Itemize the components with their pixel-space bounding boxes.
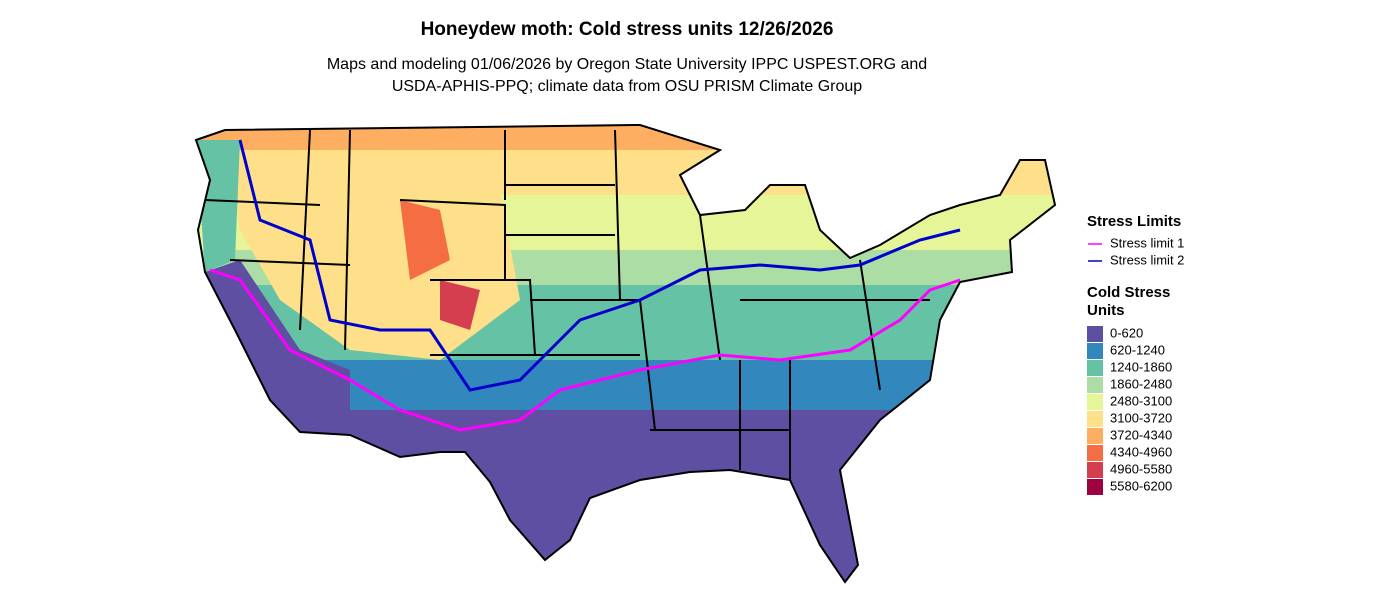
legend-label: 3720-4340 [1110, 427, 1172, 442]
legend-label: 3100-3720 [1110, 410, 1172, 425]
legend-label: 2480-3100 [1110, 393, 1172, 408]
legend-swatch [1087, 343, 1103, 359]
legend-title: Units [1087, 302, 1125, 319]
legend-swatch [1087, 394, 1103, 410]
stress-limit-2-line [238, 139, 961, 392]
legend-swatch [1087, 462, 1103, 478]
subtitle: USDA-APHIS-PPQ; climate data from OSU PR… [392, 78, 862, 95]
stress-limit-1-line [209, 268, 961, 432]
legend-label: Stress limit 1 [1110, 235, 1184, 250]
legend-swatch [1087, 445, 1103, 461]
legend-swatch [1087, 326, 1103, 342]
legend-swatch [1087, 411, 1103, 427]
legend-label: Stress limit 2 [1110, 252, 1184, 267]
legend-swatch [1087, 428, 1103, 444]
subtitle: Maps and modeling 01/06/2026 by Oregon S… [327, 56, 927, 73]
legend-swatch [1087, 360, 1103, 376]
legend-label: 4960-5580 [1110, 461, 1172, 476]
legend-title: Cold Stress [1087, 284, 1170, 301]
legend-swatch [1087, 479, 1103, 495]
legend-label: 1860-2480 [1110, 376, 1172, 391]
legend-label: 0-620 [1110, 325, 1143, 340]
legend-label: 620-1240 [1110, 342, 1165, 357]
legend-label: 4340-4960 [1110, 444, 1172, 459]
legend-label: 5580-6200 [1110, 478, 1172, 493]
legend-title: Stress Limits [1087, 213, 1181, 230]
state-borders [194, 123, 1057, 584]
title: Honeydew moth: Cold stress units 12/26/2… [421, 19, 834, 40]
legend-swatch [1087, 377, 1103, 393]
legend-label: 1240-1860 [1110, 359, 1172, 374]
